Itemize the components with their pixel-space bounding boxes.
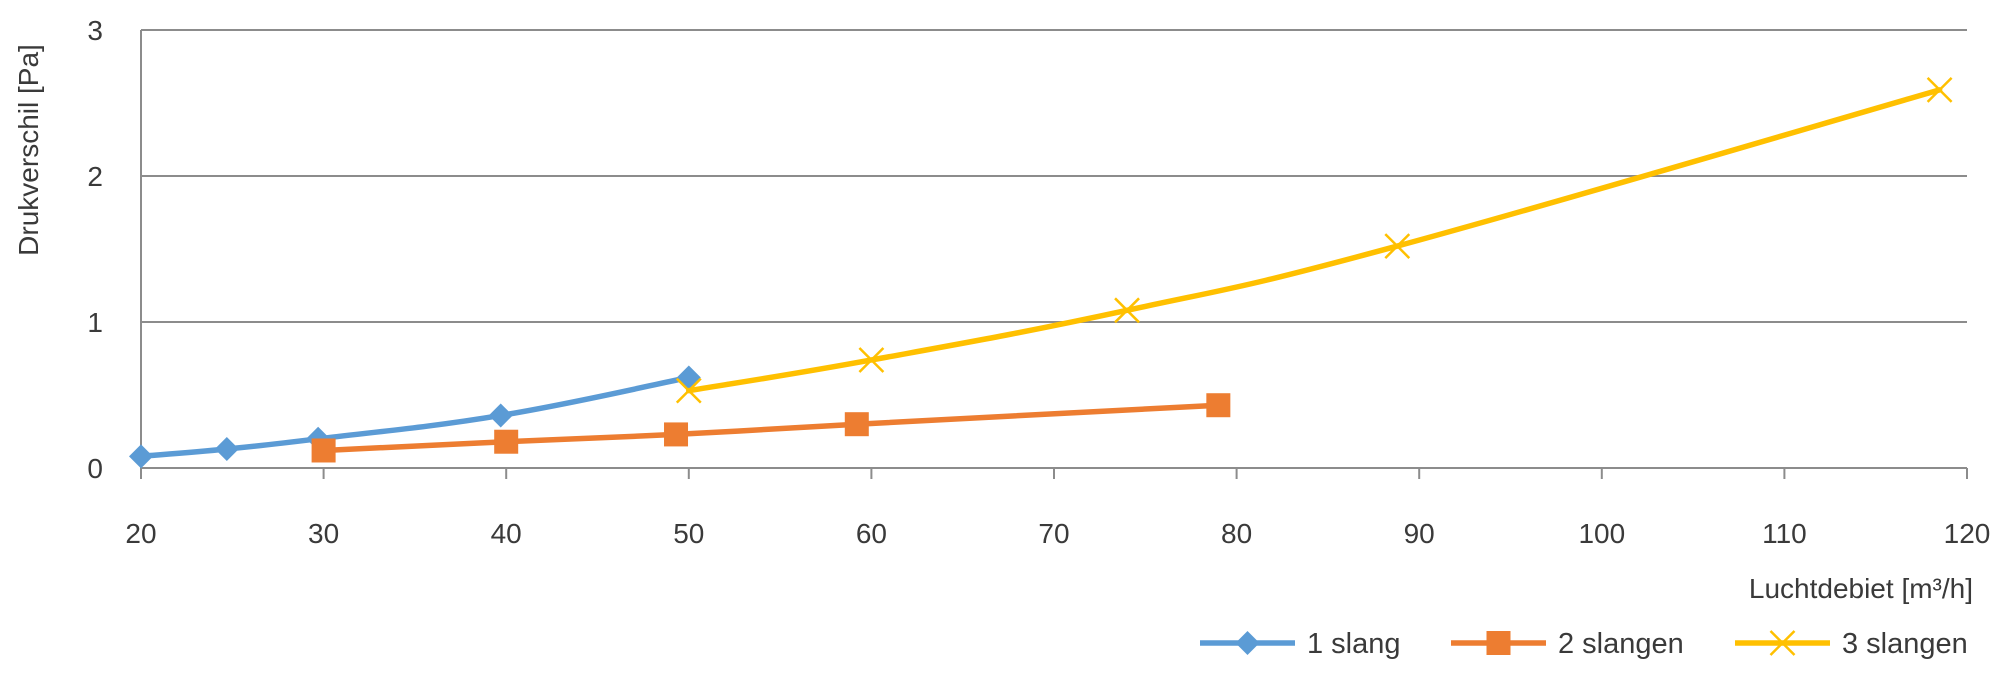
square-marker (1206, 393, 1231, 418)
diamond-marker (1235, 631, 1260, 655)
y-axis-title: Drukverschil [Pa] (13, 44, 44, 256)
x-tick-label: 80 (1221, 518, 1252, 549)
legend-item-3: 3 slangen (1735, 628, 1968, 660)
diamond-marker (676, 365, 701, 390)
x-tick-label: 40 (491, 518, 522, 549)
gridlines (141, 29, 1967, 323)
square-marker (311, 438, 336, 463)
y-tick-label: 3 (87, 15, 103, 46)
series-line (320, 402, 1222, 454)
series-line (686, 87, 1943, 394)
x-tick-label: 20 (125, 518, 156, 549)
x-marker (1769, 630, 1796, 656)
series-1 (129, 365, 701, 469)
diamond-marker (214, 437, 239, 462)
series-3 (675, 76, 1953, 404)
series-line (138, 374, 692, 460)
x-tick-label: 90 (1404, 518, 1435, 549)
legend-item-1: 1 slang (1200, 628, 1401, 660)
series-layer (129, 76, 1953, 469)
x-tick-label: 60 (856, 518, 887, 549)
y-tick-label: 0 (87, 453, 103, 484)
x-tick-label: 100 (1578, 518, 1625, 549)
x-axis-title: Luchtdebiet [m³/h] (1749, 573, 1973, 604)
x-tick-label: 50 (673, 518, 704, 549)
square-marker (494, 429, 519, 454)
x-tick-label: 70 (1038, 518, 1069, 549)
legend-label: 1 slang (1307, 628, 1401, 660)
x-tick-label: 30 (308, 518, 339, 549)
diamond-marker (488, 403, 513, 428)
axes (140, 30, 1968, 479)
legend-label: 3 slangen (1842, 628, 1968, 660)
x-marker (1926, 76, 1953, 103)
diamond-marker (129, 444, 153, 469)
legend-label: 2 slangen (1558, 628, 1684, 660)
x-marker (1384, 233, 1411, 259)
square-marker (1486, 631, 1511, 655)
x-tick-label: 120 (1944, 518, 1991, 549)
legend: 1 slang 2 slangen 3 slangen (1200, 628, 1968, 660)
square-marker (664, 422, 689, 447)
x-marker (858, 347, 885, 373)
tick-labels: 0 1 2 3 20 30 40 50 60 70 80 90 100 110 120 (87, 15, 1990, 549)
x-tick-label: 110 (1762, 518, 1807, 549)
x-marker (1114, 297, 1140, 324)
series-2 (311, 393, 1231, 463)
x-marker (675, 377, 702, 404)
legend-item-2: 2 slangen (1451, 628, 1684, 660)
y-tick-label: 1 (87, 307, 103, 338)
y-tick-label: 2 (87, 161, 103, 192)
square-marker (844, 412, 869, 437)
